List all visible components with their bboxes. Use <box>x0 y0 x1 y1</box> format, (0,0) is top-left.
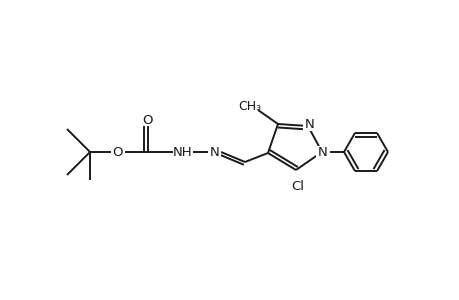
Text: N: N <box>210 146 219 158</box>
Bar <box>111 146 125 158</box>
Bar <box>302 118 316 130</box>
Text: Cl: Cl <box>291 179 304 193</box>
Text: N: N <box>318 146 327 158</box>
Text: NH: NH <box>173 146 192 158</box>
Bar <box>174 145 191 159</box>
Bar <box>315 146 329 158</box>
Text: O: O <box>112 146 123 158</box>
Bar <box>141 114 155 126</box>
Text: O: O <box>142 113 153 127</box>
Bar <box>208 146 220 158</box>
Text: N: N <box>304 118 314 130</box>
Text: CH₃: CH₃ <box>238 100 261 112</box>
